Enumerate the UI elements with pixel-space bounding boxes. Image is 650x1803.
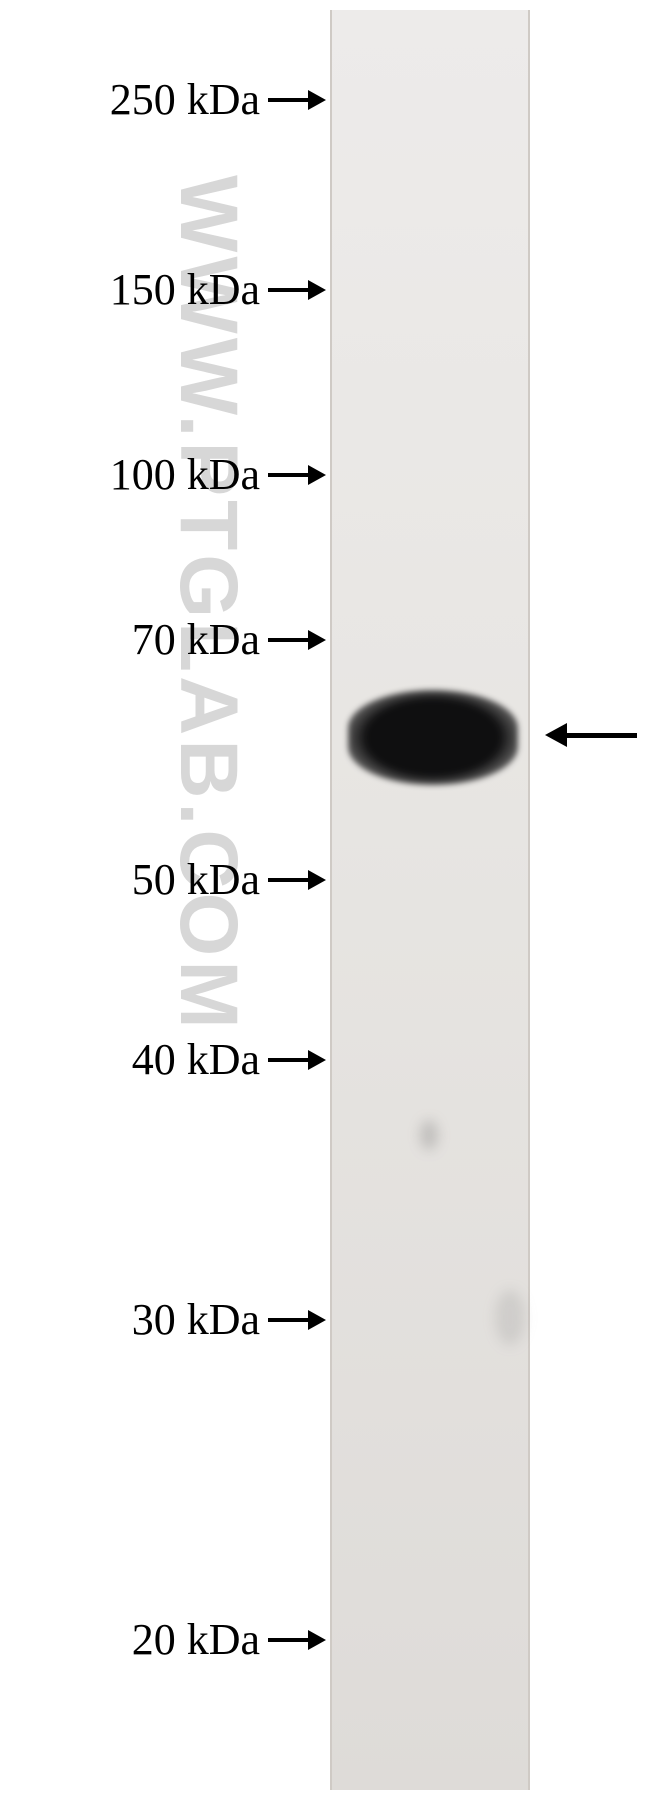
marker-arrow-icon — [268, 1050, 326, 1070]
arrow-line — [268, 288, 308, 292]
marker-label: 100 kDa — [110, 449, 260, 500]
arrow-line — [268, 638, 308, 642]
arrow-right-head-icon — [308, 1630, 326, 1650]
arrow-right-head-icon — [308, 280, 326, 300]
arrow-line — [268, 1638, 308, 1642]
arrow-line — [268, 98, 308, 102]
marker-arrow-icon — [268, 870, 326, 890]
marker-label: 30 kDa — [132, 1294, 260, 1345]
arrow-right-head-icon — [308, 90, 326, 110]
marker-arrow-icon — [268, 1310, 326, 1330]
arrow-left-head-icon — [545, 723, 567, 747]
arrow-line — [268, 473, 308, 477]
blot-figure: WWW.PTGLAB.COM 250 kDa150 kDa100 kDa70 k… — [0, 0, 650, 1803]
arrow-right-head-icon — [308, 870, 326, 890]
marker-label: 70 kDa — [132, 614, 260, 665]
marker-label: 150 kDa — [110, 264, 260, 315]
lane-smudge — [420, 1120, 438, 1150]
arrow-right-head-icon — [308, 1050, 326, 1070]
marker-arrow-icon — [268, 465, 326, 485]
marker-label: 250 kDa — [110, 74, 260, 125]
marker-label: 20 kDa — [132, 1614, 260, 1665]
arrow-line — [268, 1318, 308, 1322]
arrow-line — [567, 733, 637, 738]
arrow-right-head-icon — [308, 1310, 326, 1330]
marker-arrow-icon — [268, 90, 326, 110]
protein-band — [348, 690, 518, 785]
lane-smudge — [495, 1290, 525, 1345]
marker-arrow-icon — [268, 1630, 326, 1650]
arrow-right-head-icon — [308, 630, 326, 650]
marker-arrow-icon — [268, 630, 326, 650]
marker-arrow-icon — [268, 280, 326, 300]
arrow-line — [268, 878, 308, 882]
arrow-right-head-icon — [308, 465, 326, 485]
marker-label: 50 kDa — [132, 854, 260, 905]
arrow-line — [268, 1058, 308, 1062]
marker-label: 40 kDa — [132, 1034, 260, 1085]
result-indicator-arrow — [545, 723, 637, 747]
blot-lane — [330, 10, 530, 1790]
